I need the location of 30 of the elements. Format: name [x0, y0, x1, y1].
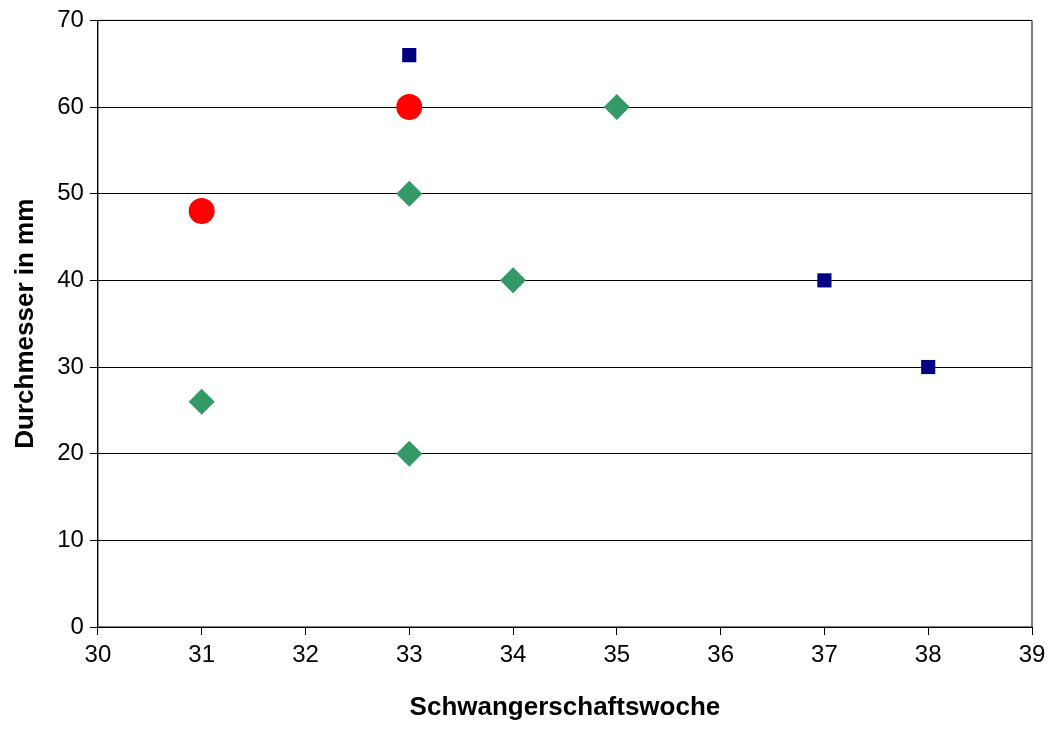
x-tick-label: 35	[603, 640, 631, 668]
point	[817, 273, 832, 288]
x-tick-label: 32	[292, 640, 319, 668]
point	[188, 198, 215, 225]
point	[396, 180, 423, 207]
y-tick-label: 50	[57, 178, 84, 206]
x-tick-label: 30	[84, 640, 112, 668]
y-tick-label: 40	[57, 265, 84, 292]
y-tick-label: 60	[57, 91, 84, 119]
x-tick-label: 31	[188, 640, 216, 668]
x-tick-label: 39	[1018, 640, 1046, 668]
y-axis-title: Durchmesser in mm	[8, 198, 39, 449]
point	[500, 267, 527, 294]
x-tick-label: 33	[395, 640, 423, 668]
y-tick-label: 0	[70, 611, 84, 639]
point	[396, 440, 423, 467]
x-axis-title: Schwangerschaftswoche	[409, 690, 721, 721]
point	[396, 94, 423, 121]
point	[402, 47, 417, 63]
y-tick-label: 10	[57, 524, 84, 552]
point	[188, 388, 215, 415]
x-tick-label: 34	[499, 640, 527, 668]
point	[603, 94, 630, 121]
y-tick-label: 70	[57, 5, 84, 33]
x-tick-label: 38	[914, 640, 942, 668]
y-tick-label: 20	[57, 438, 84, 466]
x-tick-label: 37	[811, 640, 838, 668]
point	[921, 359, 936, 375]
x-tick-label: 36	[707, 640, 734, 668]
y-tick-label: 30	[57, 351, 84, 379]
